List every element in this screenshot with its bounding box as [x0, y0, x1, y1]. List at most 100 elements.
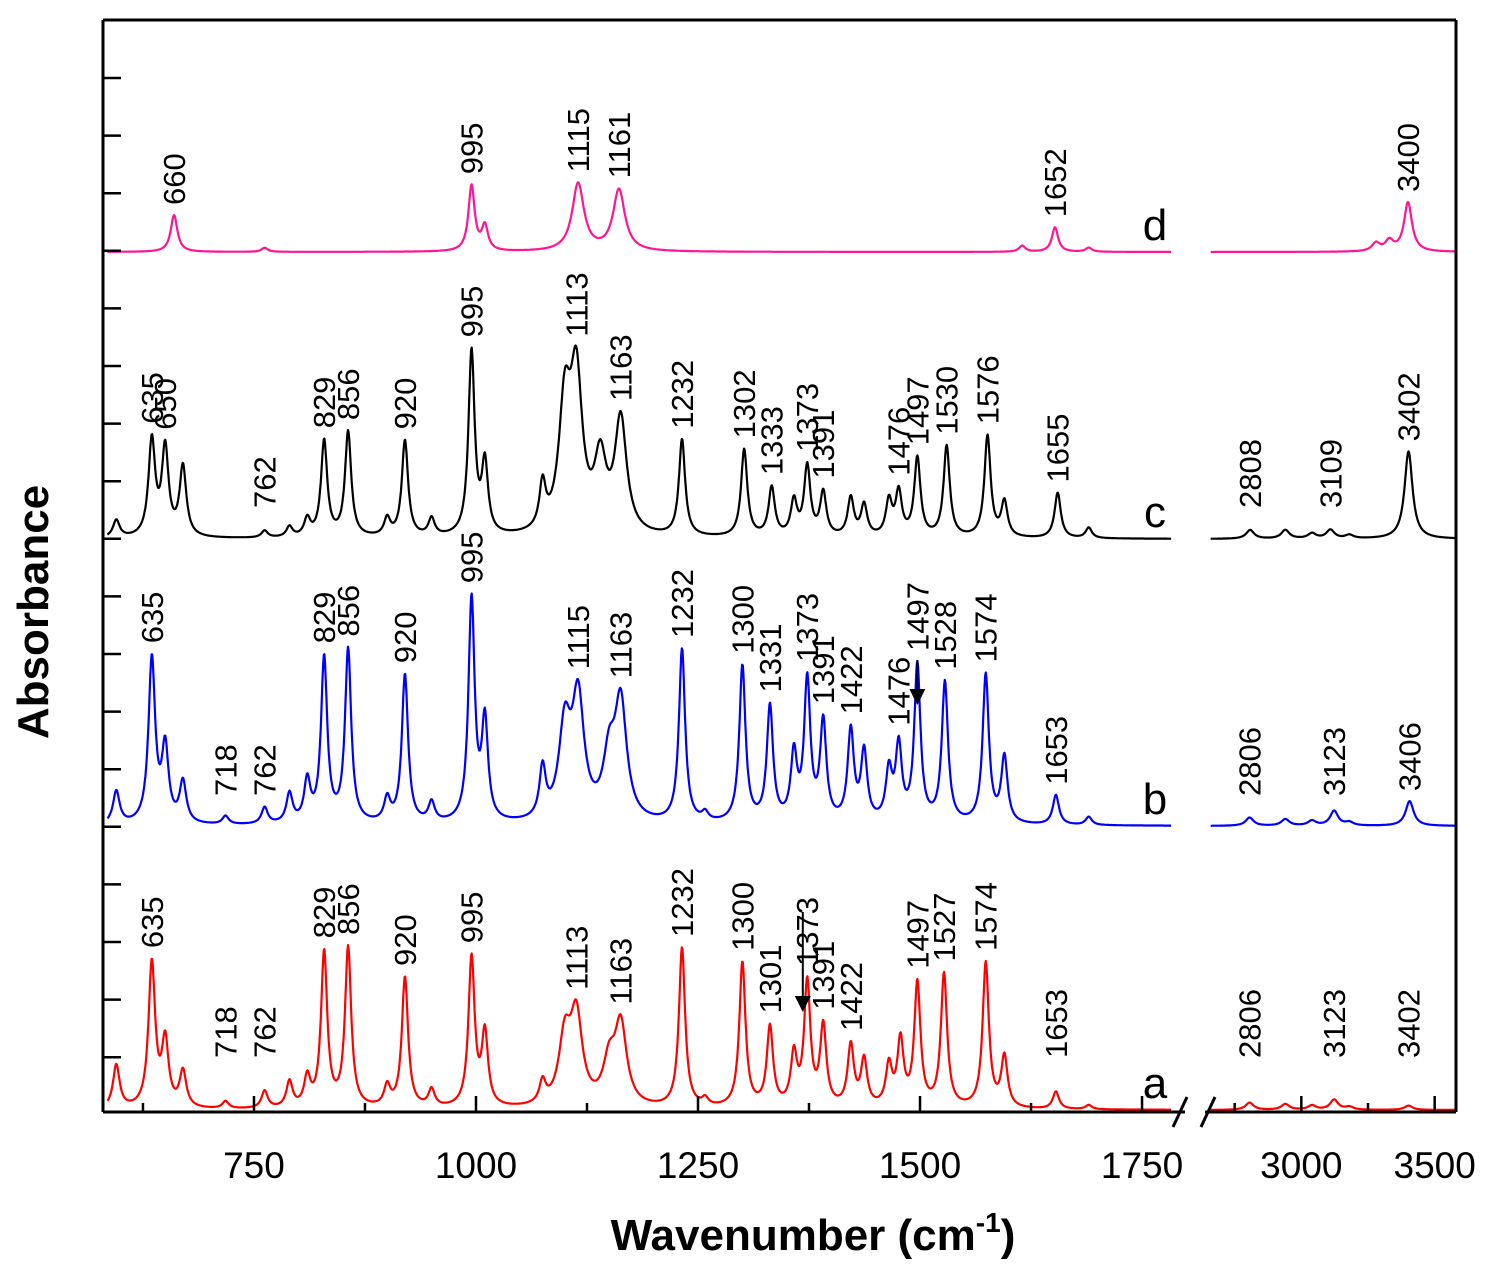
peak-label-a-2806: 2806: [1233, 989, 1268, 1058]
peak-label-b-1373: 1373: [790, 593, 825, 662]
peak-label-a-1301: 1301: [753, 945, 788, 1014]
series-b-curve-2: [1210, 800, 1457, 827]
peak-label-c-762: 762: [248, 456, 283, 508]
arrow-b-1497-head: [909, 689, 926, 705]
peak-label-b-1232: 1232: [665, 569, 700, 638]
peak-label-a-856: 856: [331, 883, 366, 935]
x-tick-label-750: 750: [223, 1145, 285, 1186]
series-letter-c: c: [1144, 488, 1166, 537]
peak-label-a-1653: 1653: [1039, 989, 1074, 1058]
x-axis-title-close: ): [1001, 1211, 1016, 1260]
peak-label-d-995: 995: [455, 122, 490, 174]
peak-label-b-3123: 3123: [1317, 727, 1352, 796]
peak-label-b-856: 856: [331, 585, 366, 637]
peak-label-a-920: 920: [388, 914, 423, 966]
peak-label-c-829: 829: [307, 377, 342, 429]
peak-label-c-1232: 1232: [665, 360, 700, 429]
peak-label-a-1497: 1497: [900, 900, 935, 969]
series-letter-a: a: [1143, 1059, 1168, 1108]
peak-label-b-2806: 2806: [1233, 727, 1268, 796]
peak-label-c-1302: 1302: [727, 369, 762, 438]
peak-label-b-1528: 1528: [928, 601, 963, 670]
y-axis-title: Absorbance: [9, 485, 58, 739]
peak-label-c-635: 635: [135, 372, 170, 424]
peak-label-b-635: 635: [135, 592, 170, 644]
series-b-curve-1: [106, 592, 1172, 827]
series-a-curve-2: [1210, 1098, 1457, 1111]
plot-frame: [101, 18, 1458, 1128]
peak-label-b-1163: 1163: [604, 612, 639, 679]
peak-label-b-995: 995: [455, 531, 490, 583]
peak-label-c-1530: 1530: [930, 366, 965, 435]
peak-label-c-3109: 3109: [1313, 439, 1348, 508]
x-tick-label-1750: 1750: [1101, 1145, 1183, 1186]
axis-break-mark-2: [1199, 1096, 1217, 1128]
arrow-a-1373-head: [794, 996, 811, 1012]
peak-label-a-1527: 1527: [927, 893, 962, 962]
x-tick-label-1250: 1250: [657, 1145, 739, 1186]
peak-label-a-762: 762: [248, 1006, 283, 1058]
peak-label-b-920: 920: [388, 611, 423, 663]
x-tick-label-1500: 1500: [879, 1145, 961, 1186]
series-c-curve-1: [106, 344, 1172, 540]
peak-label-b-1331: 1331: [753, 624, 788, 693]
axis-break-mark-1: [1171, 1096, 1189, 1128]
peak-label-a-1574: 1574: [969, 882, 1004, 951]
peak-label-d-1652: 1652: [1038, 148, 1073, 217]
peak-label-b-1653: 1653: [1039, 716, 1074, 785]
peak-label-c-1373: 1373: [790, 383, 825, 452]
peak-label-a-3402: 3402: [1392, 989, 1427, 1058]
peak-label-b-829: 829: [307, 592, 342, 644]
peak-label-d-660: 660: [157, 153, 192, 205]
x-tick-label-3000: 3000: [1260, 1145, 1342, 1186]
peak-label-c-995: 995: [455, 286, 490, 338]
peak-label-a-1232: 1232: [665, 868, 700, 937]
peak-label-c-1333: 1333: [755, 406, 790, 475]
peak-label-c-3402: 3402: [1392, 372, 1427, 441]
peak-label-c-920: 920: [388, 378, 423, 430]
series-d-curve-1: [107, 181, 1172, 253]
peak-label-a-1113: 1113: [559, 926, 594, 990]
peak-label-b-1497: 1497: [900, 582, 935, 651]
x-tick-label-3500: 3500: [1394, 1145, 1476, 1186]
peak-label-c-1163: 1163: [604, 334, 639, 401]
series-letter-b: b: [1143, 775, 1167, 824]
x-axis-title-superscript: -1: [976, 1207, 1001, 1238]
x-axis-title: Wavenumber (cm-1): [611, 1207, 1016, 1260]
peak-label-b-762: 762: [248, 744, 283, 796]
peak-label-c-856: 856: [331, 368, 366, 420]
peak-label-a-635: 635: [135, 896, 170, 948]
peak-label-a-1163: 1163: [604, 938, 639, 1005]
peak-label-a-995: 995: [455, 891, 490, 943]
series-letter-d: d: [1143, 201, 1167, 250]
peak-label-c-1655: 1655: [1041, 414, 1076, 483]
series-d-curve-2: [1210, 200, 1457, 254]
y-axis-ticks: [103, 76, 121, 1059]
peak-label-c-2808: 2808: [1233, 439, 1268, 508]
peak-label-a-1422: 1422: [834, 962, 869, 1031]
x-tick-label-1000: 1000: [435, 1145, 517, 1186]
x-axis-ticks: 750 1000 1250 1500 1750 3000 3500: [141, 1096, 1476, 1186]
peak-label-b-1391: 1391: [806, 635, 841, 704]
peak-label-b-1422: 1422: [834, 645, 869, 714]
peak-label-d-1115: 1115: [561, 108, 596, 172]
series-c-curve-2: [1210, 450, 1457, 540]
peak-label-b-1300: 1300: [725, 585, 760, 654]
peak-label-c-1476: 1476: [882, 407, 917, 476]
peak-label-b-1115: 1115: [561, 605, 596, 669]
peak-label-c-1497: 1497: [900, 376, 935, 445]
spectrum-curves: [106, 181, 1457, 1111]
peak-label-a-829: 829: [307, 887, 342, 939]
peak-label-c-650: 650: [148, 378, 183, 430]
peak-label-b-3406: 3406: [1393, 722, 1428, 791]
peak-label-c-1576: 1576: [971, 355, 1006, 424]
peak-label-a-718: 718: [209, 1006, 244, 1058]
peak-label-a-1300: 1300: [725, 882, 760, 951]
peak-label-c-1391: 1391: [806, 410, 841, 479]
peak-label-d-3400: 3400: [1391, 123, 1426, 192]
peak-label-a-3123: 3123: [1317, 989, 1352, 1058]
peak-label-a-1391: 1391: [806, 941, 841, 1010]
peak-label-b-1574: 1574: [969, 594, 1004, 663]
